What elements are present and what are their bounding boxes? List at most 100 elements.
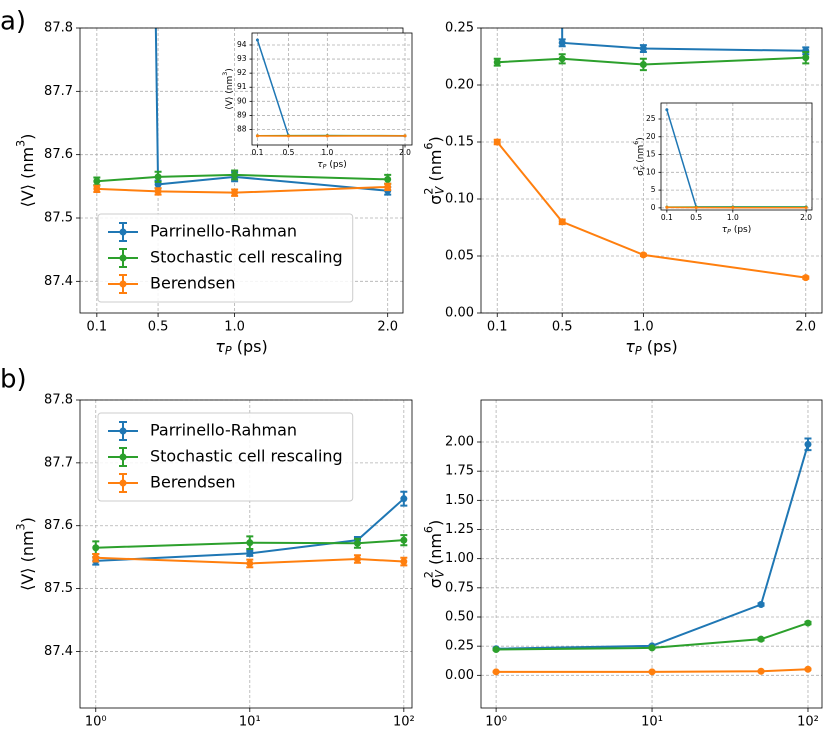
point <box>492 646 500 654</box>
legend-label: Berendsen <box>150 274 236 293</box>
plot-frame <box>79 399 413 709</box>
legend-box <box>97 412 354 502</box>
axis-label: σ2V (nm6) <box>422 136 446 205</box>
x-tick-label: 0.1 <box>661 213 673 222</box>
series-line <box>496 668 809 673</box>
axis-label: σ2V (nm6) <box>633 137 646 176</box>
point <box>384 175 392 183</box>
plot-frame <box>660 102 813 211</box>
label-part: ) <box>636 137 646 141</box>
x-tick-label: 1.0 <box>224 319 245 334</box>
y-tick-label: 88 <box>237 125 247 134</box>
label-part: V <box>640 165 647 170</box>
label-part: V <box>433 569 446 578</box>
point <box>400 495 408 503</box>
label-part: 2 <box>422 188 435 195</box>
point <box>731 206 735 210</box>
point <box>757 635 765 643</box>
axis-label: τP (ps) <box>625 337 677 358</box>
label-part: 6 <box>422 142 435 149</box>
point <box>665 108 669 112</box>
point <box>403 134 407 138</box>
label-part: P <box>635 344 642 357</box>
plot-area <box>93 28 392 197</box>
label-part: σ <box>426 195 445 205</box>
label-part: (ps) <box>731 225 751 235</box>
y-tick-label: 87.8 <box>44 393 73 408</box>
y-tick-label: 10 <box>646 167 656 176</box>
series-line <box>95 556 404 565</box>
x-tick-label: 2.0 <box>800 213 812 222</box>
series-line <box>95 497 405 562</box>
point <box>231 189 239 197</box>
label-part: τ <box>625 337 635 356</box>
x-tick-label: 0.5 <box>552 319 573 334</box>
x-tick-label: 0.1 <box>86 319 107 334</box>
label-part: (nm <box>426 533 445 570</box>
point <box>558 55 566 63</box>
x-tick-label: 10¹ <box>239 714 261 729</box>
plot-area <box>493 28 810 282</box>
y-tick-label: 93 <box>237 54 247 63</box>
y-tick-label: 1.75 <box>445 464 474 479</box>
point <box>325 134 329 138</box>
point <box>492 668 500 676</box>
y-tick-label: 0.00 <box>445 668 474 683</box>
axis-label: τP (ps) <box>215 337 267 358</box>
label-part: (ps) <box>232 337 268 356</box>
y-tick-label: 20 <box>646 132 656 141</box>
legend-label: Parrinello-Rahman <box>150 222 297 241</box>
point <box>231 171 239 179</box>
legend-label: Parrinello-Rahman <box>150 421 297 440</box>
point <box>246 559 254 567</box>
label-part: σ <box>426 578 445 588</box>
label-part: (nm <box>636 145 646 166</box>
x-tick-label: 10¹ <box>641 714 663 729</box>
y-tick-label: 94 <box>237 40 247 49</box>
point <box>493 58 501 66</box>
panel-label: b) <box>0 365 27 395</box>
point <box>558 218 566 226</box>
point <box>757 601 765 609</box>
plot-background <box>481 400 822 708</box>
y-tick-label: 0.25 <box>445 21 474 36</box>
legend: Parrinello-Rahman Stochastic cell rescali… <box>97 412 354 502</box>
label-part: ⟨V⟩ (nm <box>225 76 235 110</box>
y-tick-label: 0.20 <box>445 78 474 93</box>
label-part: τ <box>215 337 225 356</box>
y-tick-label: 0.25 <box>445 639 474 654</box>
plot-background <box>252 33 412 145</box>
y-tick-label: 87.6 <box>44 147 73 162</box>
label-part: 3 <box>14 140 27 147</box>
y-tick-label: 0.75 <box>445 580 474 595</box>
legend-label: Stochastic cell rescaling <box>150 447 343 466</box>
plot-frame <box>480 399 823 709</box>
x-tick-label: 2.0 <box>399 148 411 157</box>
plot-area <box>492 437 812 676</box>
x-tick-label: 2.0 <box>795 319 816 334</box>
point <box>639 60 647 68</box>
point <box>802 54 810 62</box>
axis-label: τP (ps) <box>722 225 752 236</box>
point <box>255 38 259 42</box>
y-tick-label: 87.5 <box>44 211 73 226</box>
point <box>804 440 812 448</box>
x-tick-label: 0.5 <box>283 148 295 157</box>
series-line <box>96 173 388 183</box>
y-tick-label: 90 <box>237 96 247 105</box>
plot-frame <box>480 27 823 314</box>
point <box>648 644 656 652</box>
label-part: ⟨V⟩ (nm <box>18 147 37 207</box>
point <box>384 183 392 191</box>
label-part: P <box>727 229 731 236</box>
y-tick-label: 2.00 <box>445 435 474 450</box>
y-tick-label: 1.00 <box>445 551 474 566</box>
point <box>802 274 810 282</box>
legend-marker <box>119 254 127 262</box>
label-part: ⟨V⟩ (nm <box>18 530 37 590</box>
point <box>558 39 566 47</box>
x-tick-label: 10⁰ <box>485 714 507 729</box>
point <box>665 205 669 209</box>
point <box>757 667 765 675</box>
